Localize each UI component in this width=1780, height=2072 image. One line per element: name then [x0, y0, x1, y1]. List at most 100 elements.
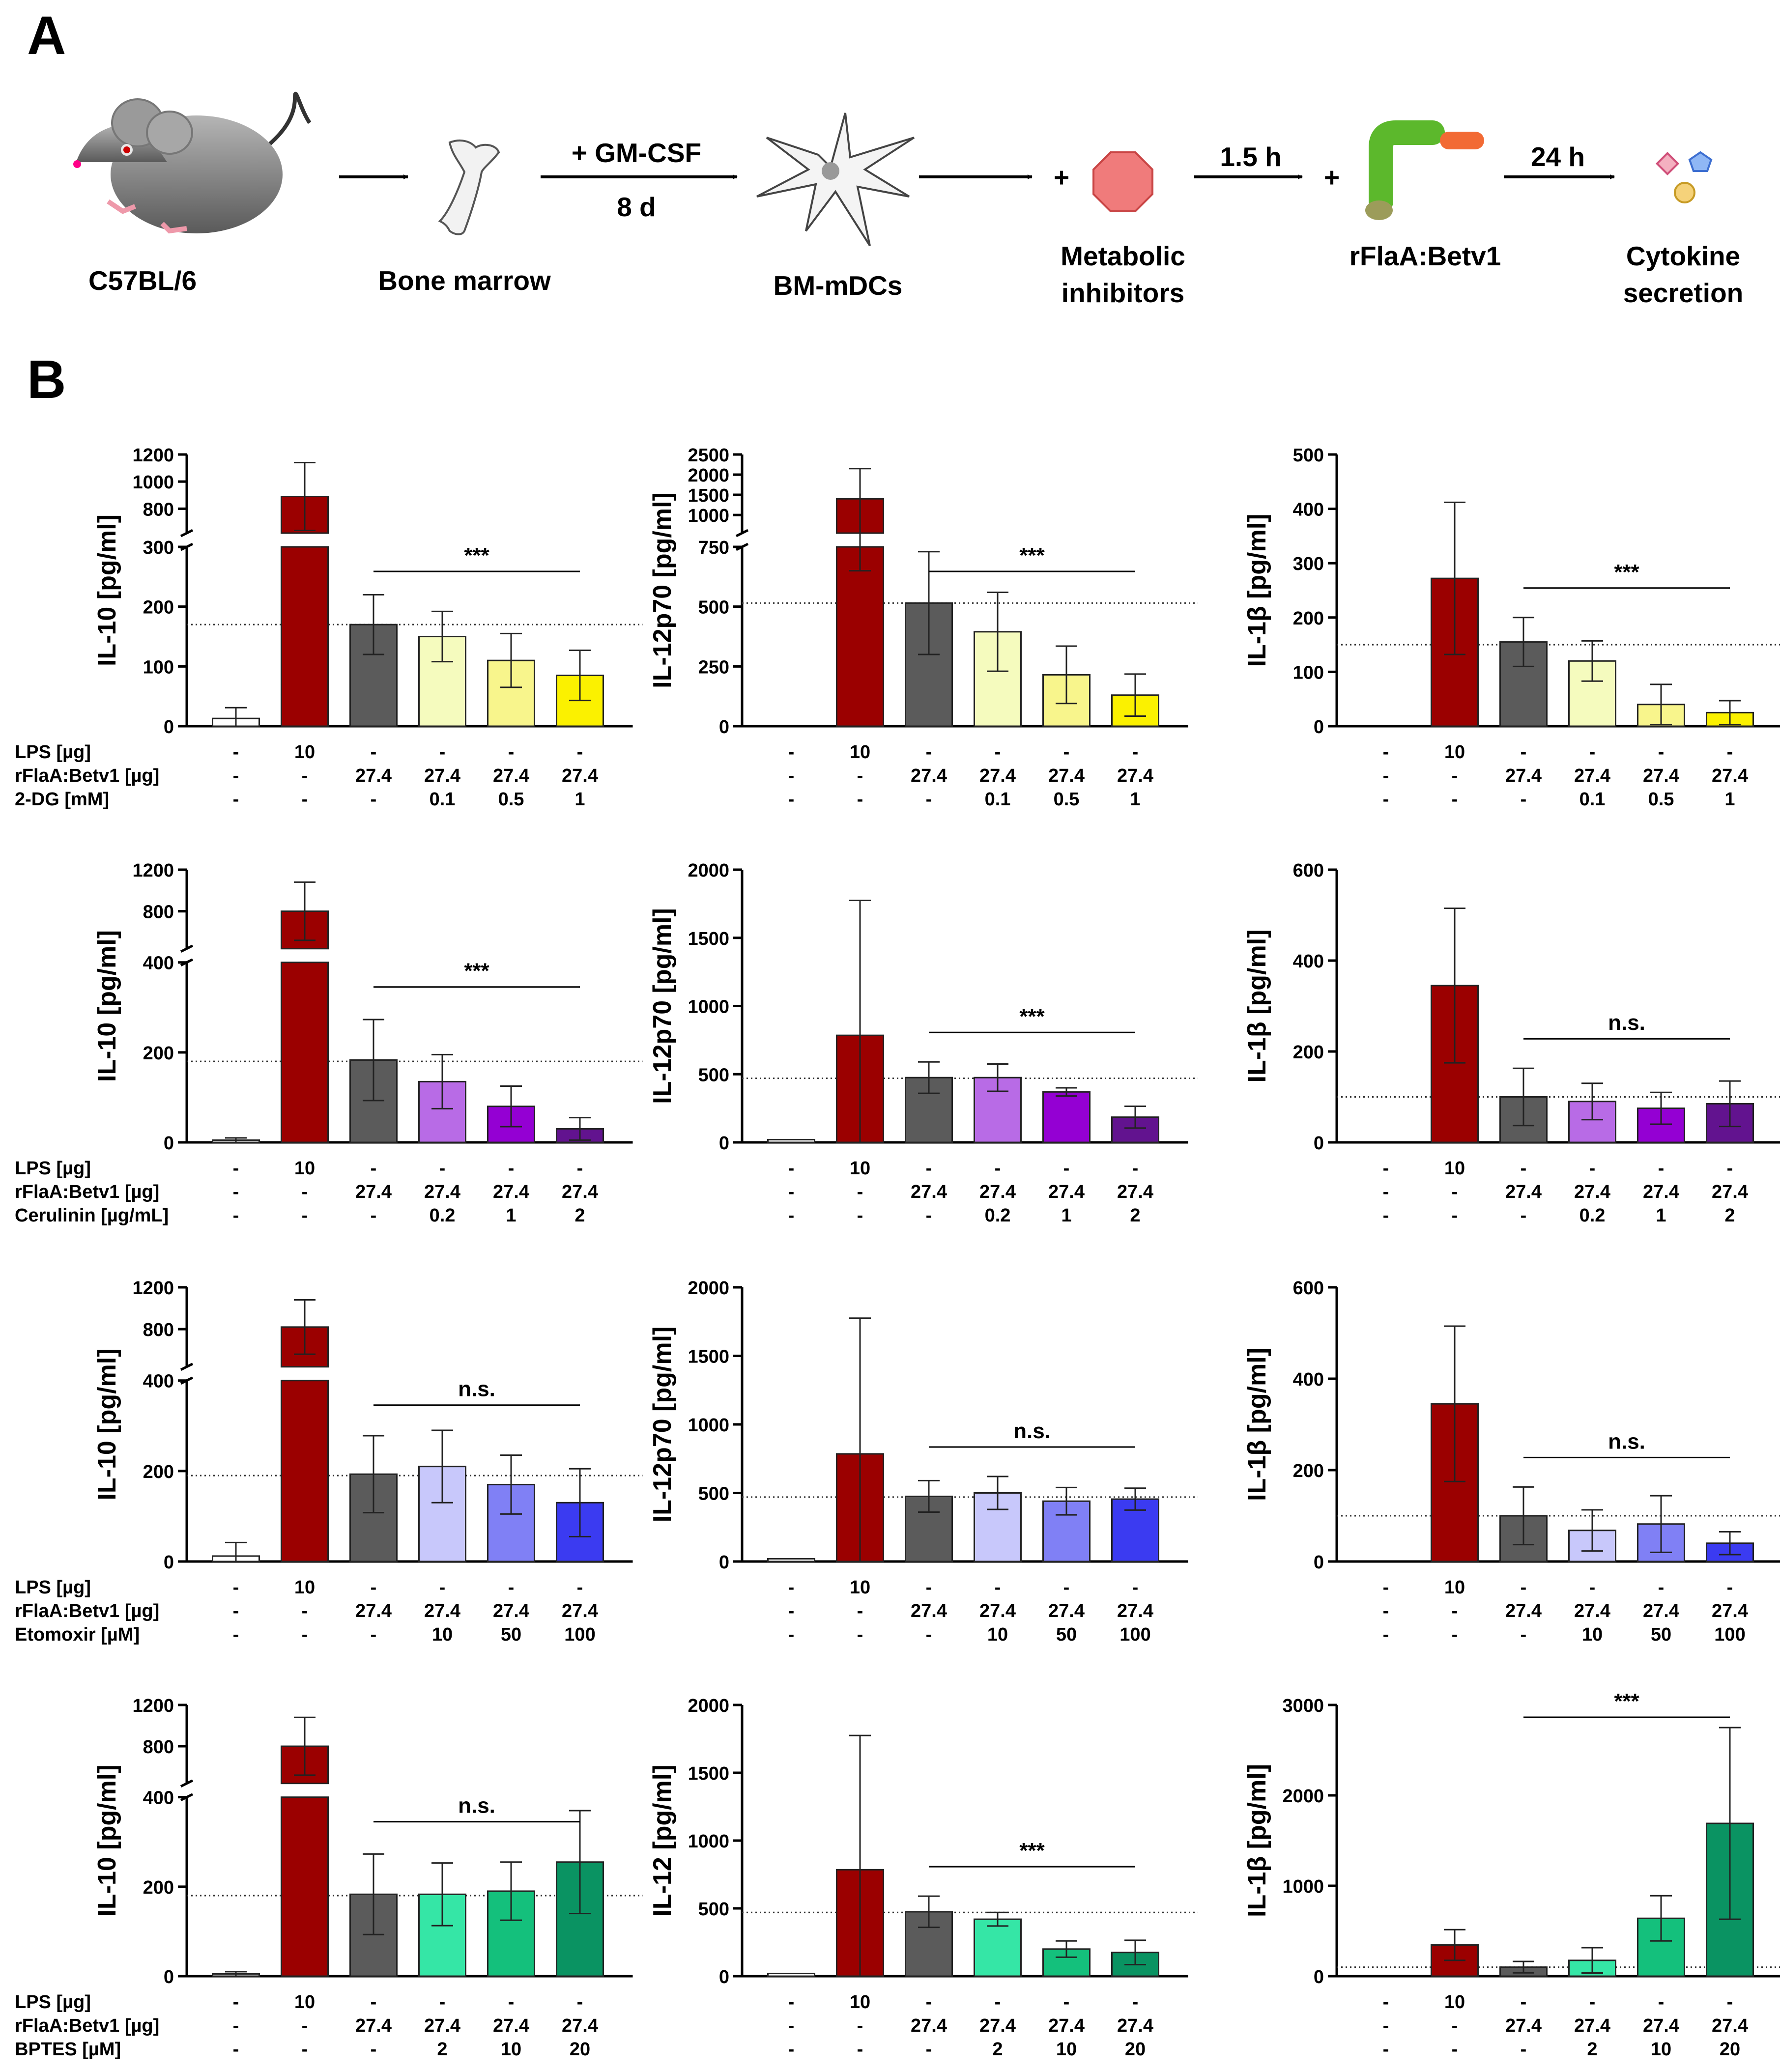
y-axis-label: IL-12 [pg/ml] [648, 1764, 677, 1916]
axis-break-mark [180, 529, 194, 538]
condition-value: - [1452, 1205, 1458, 1226]
significance-label: n.s. [458, 1377, 495, 1401]
condition-value: 10 [1444, 742, 1465, 763]
y-tick-label: 500 [698, 1065, 729, 1085]
condition-value: - [1383, 1205, 1389, 1226]
condition-value: - [233, 1205, 239, 1226]
y-tick-label: 0 [719, 717, 729, 738]
condition-value: - [926, 2039, 932, 2060]
condition-value: - [439, 1992, 446, 2013]
condition-value: 10 [850, 1577, 870, 1598]
condition-value: 27.4 [1505, 766, 1542, 786]
y-tick-label: 100 [143, 657, 174, 678]
condition-value: - [1727, 1577, 1733, 1598]
condition-value: - [1383, 742, 1389, 763]
condition-value: - [995, 1992, 1001, 2013]
condition-value: - [1132, 1577, 1139, 1598]
y-tick-label: 100 [1293, 662, 1324, 683]
condition-value: 0.5 [498, 789, 524, 810]
mouse-icon [73, 91, 312, 234]
y-tick-label: 1200 [132, 445, 174, 466]
condition-label: rFlaA:Betv1 [µg] [15, 2015, 159, 2036]
condition-value: 27.4 [979, 1601, 1016, 1621]
condition-value: - [233, 789, 239, 810]
condition-value: 1 [574, 789, 585, 810]
condition-value: 100 [1120, 1624, 1150, 1645]
condition-value: - [1658, 742, 1665, 763]
y-tick-label: 1000 [1282, 1876, 1324, 1897]
condition-value: - [1383, 766, 1389, 786]
y-tick-label: 3000 [1282, 1696, 1324, 1716]
axis-break-mark [180, 1362, 194, 1371]
condition-value: - [926, 742, 932, 763]
condition-value: 0.1 [430, 789, 456, 810]
y-tick-label: 1000 [688, 506, 729, 526]
plus-sign-2: + [1324, 162, 1340, 193]
bar [767, 1558, 815, 1562]
condition-value: - [1063, 1158, 1070, 1179]
condition-value: 27.4 [1117, 2015, 1153, 2036]
condition-value: - [857, 2015, 863, 2036]
condition-value: - [302, 766, 308, 786]
mouse-label: C57BL/6 [88, 265, 197, 296]
condition-value: 27.4 [493, 766, 529, 786]
condition-value: - [1383, 1601, 1389, 1621]
condition-value: 10 [294, 1992, 315, 2013]
bone-icon [438, 139, 500, 235]
condition-value: - [577, 1577, 583, 1598]
condition-value: - [371, 1577, 377, 1598]
bar [281, 1380, 329, 1562]
condition-value: - [995, 1577, 1001, 1598]
y-tick-label: 2000 [1282, 1786, 1324, 1807]
condition-value: - [439, 1158, 446, 1179]
condition-value: 10 [1444, 1158, 1465, 1179]
y-tick-label: 750 [698, 538, 729, 558]
chart-6: 0 200 400 600 IL-1β [pg/ml] n.s. - 10 - - - - - - 27.4… [1243, 860, 1780, 1226]
condition-value: - [926, 1158, 932, 1179]
condition-value: 1 [506, 1205, 516, 1226]
condition-value: - [508, 1577, 515, 1598]
y-tick-label: 400 [1293, 1369, 1324, 1390]
condition-value: - [1589, 742, 1596, 763]
condition-value: - [857, 1205, 863, 1226]
significance-label: *** [464, 959, 489, 983]
condition-value: 100 [1714, 1624, 1745, 1645]
y-tick-label: 800 [143, 902, 174, 923]
y-tick-label: 500 [698, 597, 729, 618]
condition-value: - [788, 742, 795, 763]
panel-label-b: B [27, 349, 66, 410]
condition-value: - [1521, 2039, 1527, 2060]
condition-value: - [1727, 1992, 1733, 2013]
condition-value: 27.4 [911, 1601, 947, 1621]
condition-value: 27.4 [1574, 1182, 1610, 1202]
condition-value: - [788, 1601, 795, 1621]
y-tick-label: 400 [143, 1371, 174, 1392]
y-tick-label: 2000 [688, 1278, 729, 1299]
y-tick-label: 2000 [688, 465, 729, 486]
condition-value: - [926, 1992, 932, 2013]
condition-value: - [1521, 789, 1527, 810]
condition-value: 27.4 [424, 766, 460, 786]
y-tick-label: 600 [1293, 860, 1324, 881]
bar [281, 962, 329, 1143]
condition-value: 27.4 [493, 2015, 529, 2036]
condition-value: 27.4 [562, 766, 598, 786]
condition-label: LPS [µg] [15, 1158, 91, 1179]
condition-value: - [371, 1624, 377, 1645]
condition-value: 0.1 [1579, 789, 1606, 810]
y-tick-label: 400 [143, 1788, 174, 1809]
cytokine-label-line1: Cytokine [1626, 241, 1740, 271]
condition-value: - [1589, 1577, 1596, 1598]
y-tick-label: 1000 [132, 472, 174, 493]
significance-label: *** [1019, 1839, 1045, 1863]
condition-value: - [1063, 1992, 1070, 2013]
y-tick-label: 0 [164, 1133, 174, 1154]
condition-value: 1 [1061, 1205, 1071, 1226]
condition-value: - [233, 1624, 239, 1645]
condition-value: - [577, 1158, 583, 1179]
y-tick-label: 500 [698, 1484, 729, 1504]
y-axis-label: IL-10 [pg/ml] [93, 930, 121, 1082]
condition-value: - [1521, 1992, 1527, 2013]
condition-value: - [508, 742, 515, 763]
